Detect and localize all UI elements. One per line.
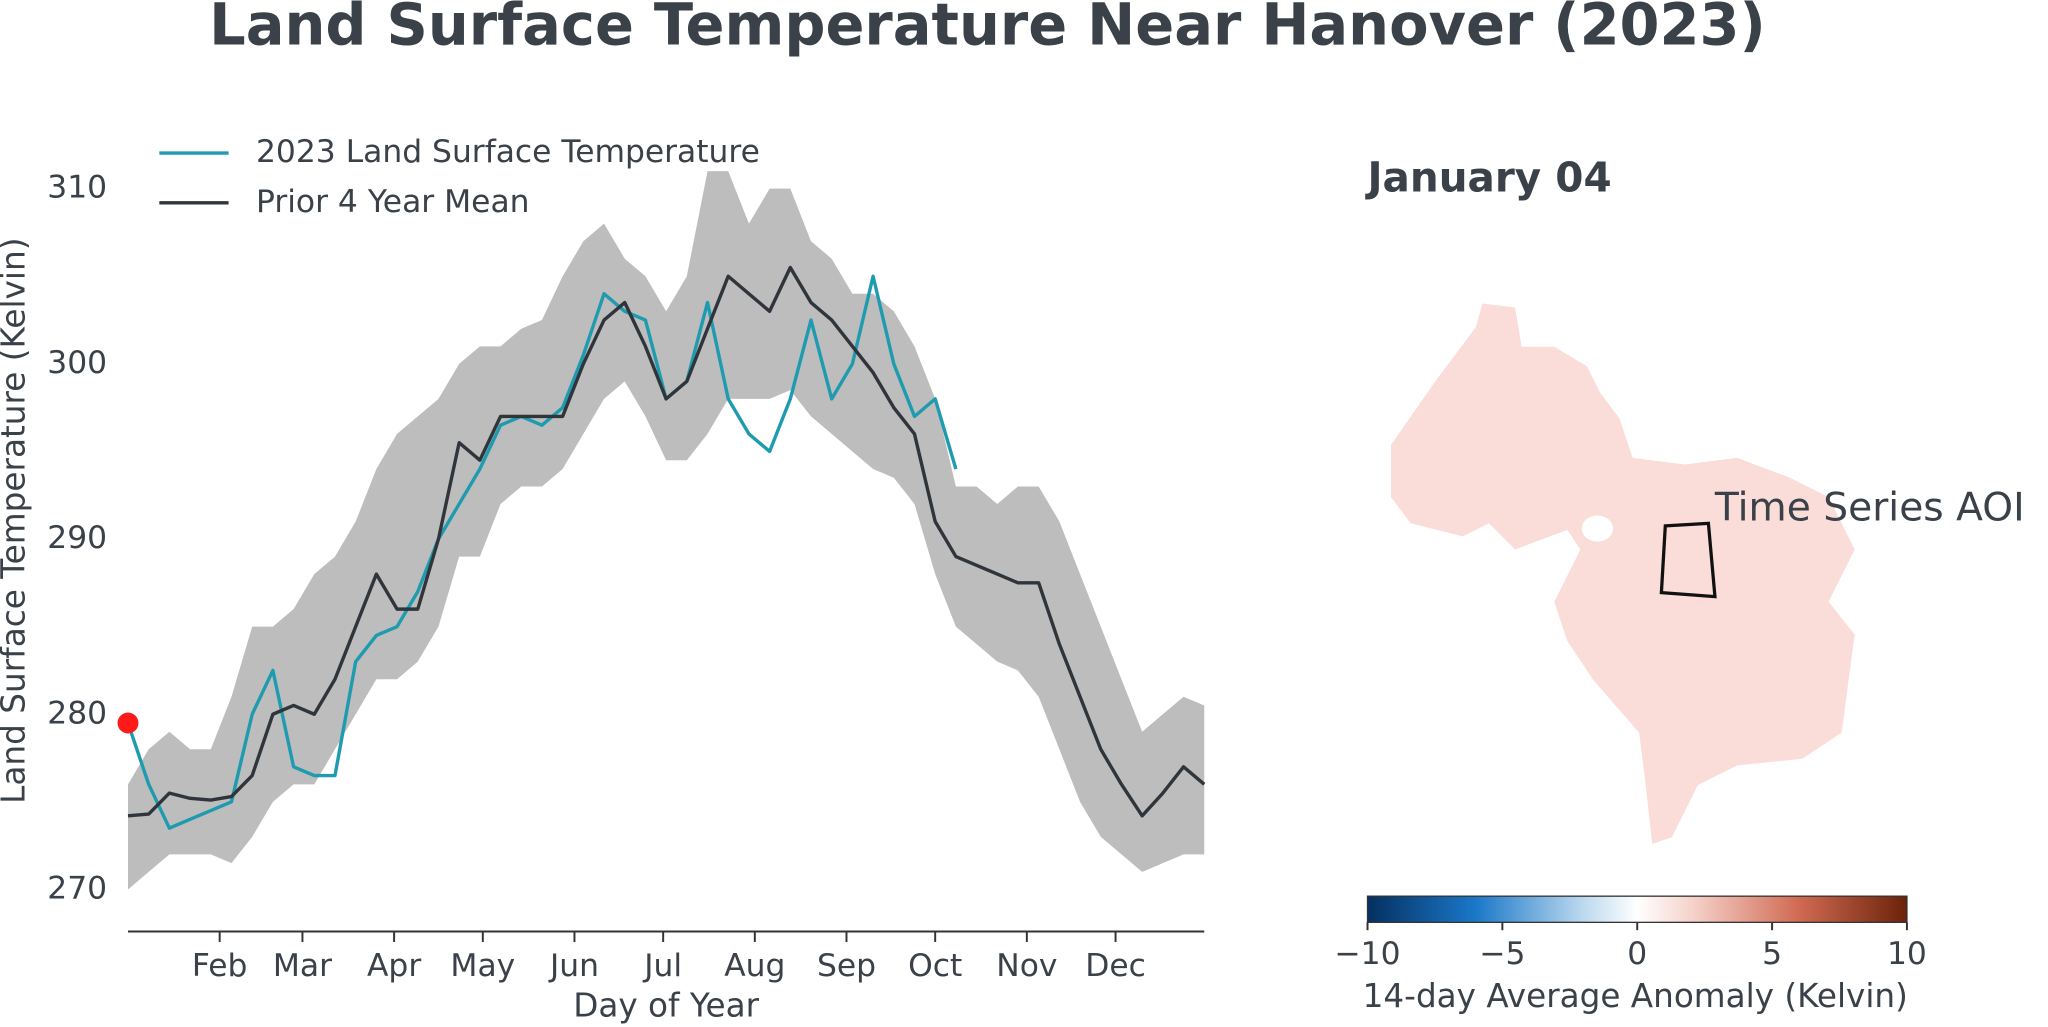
colorbar-tick-label: 10 <box>1887 936 1927 972</box>
y-tick-label: 310 <box>47 170 107 206</box>
x-tick-label: Jun <box>548 948 599 984</box>
series-line <box>126 274 958 830</box>
colorbar <box>1366 895 1908 923</box>
x-axis-label: Day of Year <box>573 986 759 1024</box>
aoi-box <box>1659 521 1717 599</box>
aoi-label: Time Series AOI <box>1714 486 2025 531</box>
colorbar-label: 14-day Average Anomaly (Kelvin) <box>1363 977 1908 1015</box>
map-hole <box>1581 515 1614 542</box>
x-tick-label: Nov <box>996 948 1057 984</box>
x-tick-label: Aug <box>724 948 785 984</box>
x-tick-label: Oct <box>908 948 962 984</box>
colorbar-tick-label: −10 <box>1334 936 1400 972</box>
map-title: January 04 <box>1365 154 1612 202</box>
x-tick-label: Mar <box>273 948 332 984</box>
series-line <box>127 265 1206 818</box>
y-axis-label: Land Surface Temperature (Kelvin) <box>0 238 33 804</box>
colorbar-tick-label: −5 <box>1479 936 1525 972</box>
colorbar-tick-label: 5 <box>1762 936 1782 972</box>
y-tick-label: 270 <box>47 870 107 906</box>
x-tick-label: Dec <box>1085 948 1146 984</box>
x-tick-label: Sep <box>817 948 876 984</box>
colorbar-tick-label: 0 <box>1627 936 1647 972</box>
x-tick-label: Feb <box>192 948 247 984</box>
current-marker <box>117 712 139 734</box>
y-tick-label: 290 <box>47 520 107 556</box>
x-tick-label: Jul <box>642 948 682 984</box>
y-tick-label: 300 <box>47 345 107 381</box>
legend-label: 2023 Land Surface Temperature <box>256 134 760 170</box>
chart-title: Land Surface Temperature Near Hanover (2… <box>209 0 1766 58</box>
plot-area: Feb Mar Apr May Jun Jul Aug Sep Oct Nov Dec 270 280 2… <box>47 134 1206 984</box>
x-tick-label: Apr <box>367 948 421 984</box>
map-region <box>1391 303 1855 844</box>
range-band <box>128 171 1205 890</box>
x-tick-label: May <box>450 948 515 984</box>
colorbar-axis: −10 −5 0 5 10 <box>1334 922 1927 972</box>
y-tick-label: 280 <box>47 695 107 731</box>
legend-label: Prior 4 Year Mean <box>256 184 530 220</box>
